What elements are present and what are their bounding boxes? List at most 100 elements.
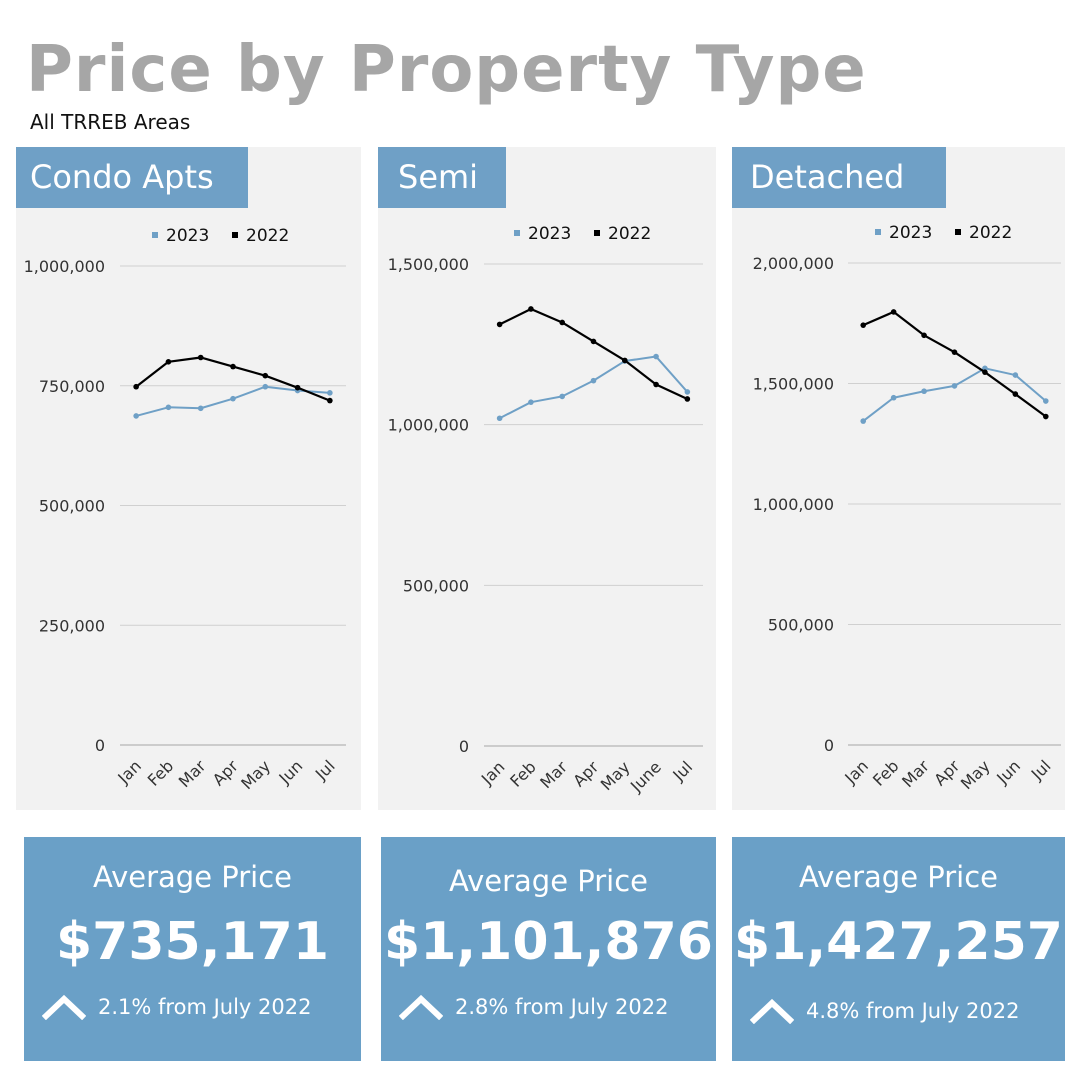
semi-panel: Semi 0 500,000 1,000,000 1,500,000 Jan Feb Mar… xyxy=(378,147,716,810)
condo-apts-panel: Condo Apts 0 250,000 500,000 750,000 1,000,0… xyxy=(16,147,361,810)
y-tick-label: 1,000,000 xyxy=(753,495,834,514)
condo-apts-chart: 0 250,000 500,000 750,000 1,000,000 JanFebMar… xyxy=(24,226,346,793)
data-point-2022 xyxy=(165,359,172,365)
data-point-2022 xyxy=(860,322,867,328)
page-title: Price by Property Type xyxy=(26,33,867,107)
x-tick-label: June xyxy=(626,757,665,796)
x-tick-label: Apr xyxy=(569,757,602,790)
data-point-2022 xyxy=(133,383,139,390)
price-change-text: 4.8% from July 2022 xyxy=(806,999,1020,1023)
data-point-2023 xyxy=(921,388,927,395)
data-point-2023 xyxy=(496,415,503,422)
y-tick-label: 0 xyxy=(459,737,469,756)
data-point-2022 xyxy=(590,338,597,345)
series-line-2023 xyxy=(862,367,1047,422)
price-change-text: 2.1% from July 2022 xyxy=(98,995,312,1019)
data-point-2023 xyxy=(890,394,897,401)
legend-marker xyxy=(152,232,158,238)
price-change: 2.8% from July 2022 xyxy=(399,987,716,1027)
data-point-2022 xyxy=(559,319,566,326)
y-tick-label: 1,000,000 xyxy=(24,257,105,276)
price-change-text: 2.8% from July 2022 xyxy=(455,995,669,1019)
data-point-2022 xyxy=(982,369,988,375)
condo-apts-tab: Condo Apts xyxy=(16,147,248,208)
data-point-2023 xyxy=(982,365,988,372)
x-tick-label: Mar xyxy=(898,756,933,791)
average-price-label: Average Price xyxy=(448,864,649,898)
legend-label: 2022 xyxy=(969,223,1012,243)
legend-marker xyxy=(955,229,961,235)
semi-tab: Semi xyxy=(378,147,506,208)
detached-average-card: Average Price $1,427,257 4.8% from July … xyxy=(732,837,1065,1061)
data-point-2022 xyxy=(951,349,958,355)
data-point-2023 xyxy=(327,390,333,396)
data-point-2022 xyxy=(528,306,534,312)
data-point-2022 xyxy=(1042,413,1049,420)
x-tick-label: Mar xyxy=(175,756,210,791)
average-price-value: $1,101,876 xyxy=(384,912,713,972)
y-tick-label: 1,000,000 xyxy=(388,416,469,435)
average-price-value: $735,171 xyxy=(55,912,330,972)
x-tick-label: Feb xyxy=(144,756,177,789)
data-point-2022 xyxy=(230,363,236,370)
y-tick-label: 500,000 xyxy=(768,616,834,635)
data-point-2023 xyxy=(197,405,204,412)
data-point-2022 xyxy=(1012,391,1019,397)
x-tick-label: Mar xyxy=(536,757,571,792)
legend-label: 2022 xyxy=(608,224,651,244)
data-point-2023 xyxy=(951,383,958,389)
data-point-2023 xyxy=(684,389,691,395)
y-tick-label: 500,000 xyxy=(39,497,105,516)
x-tick-label: Jul xyxy=(1027,756,1055,784)
data-point-2023 xyxy=(230,395,236,402)
x-tick-label: Jul xyxy=(311,756,339,784)
y-tick-label: 500,000 xyxy=(403,576,469,595)
data-point-2022 xyxy=(294,384,301,391)
x-tick-label: Feb xyxy=(506,757,539,790)
detached-panel: Detached 0 500,000 1,000,000 1,500,000 2,000… xyxy=(732,147,1065,810)
data-point-2023 xyxy=(1012,372,1019,378)
x-tick-label: Jan xyxy=(840,756,872,788)
x-tick-label: May xyxy=(597,757,634,794)
price-change: 2.1% from July 2022 xyxy=(42,987,361,1027)
x-tick-label: Feb xyxy=(869,756,902,789)
semi-chart: 0 500,000 1,000,000 1,500,000 JanFebMarAprMa… xyxy=(388,224,703,796)
data-point-2022 xyxy=(621,357,628,364)
y-tick-label: 1,500,000 xyxy=(388,255,469,274)
legend-label: 2023 xyxy=(166,226,209,246)
data-point-2023 xyxy=(165,404,172,411)
data-point-2023 xyxy=(860,418,867,424)
series-line-2023 xyxy=(499,355,689,420)
legend-marker xyxy=(232,232,238,238)
y-tick-label: 250,000 xyxy=(39,616,105,635)
data-point-2022 xyxy=(684,396,691,402)
data-point-2023 xyxy=(590,377,597,384)
legend-label: 2023 xyxy=(528,224,571,244)
price-change: 4.8% from July 2022 xyxy=(750,991,1065,1031)
y-tick-label: 0 xyxy=(95,736,105,755)
x-tick-label: Jan xyxy=(113,756,145,788)
legend-label: 2023 xyxy=(889,223,932,243)
data-point-2022 xyxy=(653,381,659,388)
average-price-label: Average Price xyxy=(92,860,293,894)
average-price-label: Average Price xyxy=(798,860,999,894)
y-tick-label: 750,000 xyxy=(39,377,105,396)
condo-apts-average-card: Average Price $735,171 2.1% from July 20… xyxy=(24,837,361,1061)
data-point-2022 xyxy=(197,354,204,361)
chevron-up-icon xyxy=(399,994,443,1020)
x-tick-label: Jul xyxy=(668,757,696,785)
legend-marker xyxy=(514,230,520,236)
y-tick-label: 1,500,000 xyxy=(753,375,834,394)
x-tick-label: Jun xyxy=(275,756,307,788)
legend-marker xyxy=(875,229,881,235)
x-tick-label: May xyxy=(237,756,274,793)
data-point-2022 xyxy=(496,321,503,328)
legend-label: 2022 xyxy=(246,226,289,246)
data-point-2023 xyxy=(528,399,534,405)
data-point-2023 xyxy=(133,413,139,419)
series-line-2022 xyxy=(499,307,688,400)
y-tick-label: 2,000,000 xyxy=(753,254,834,273)
page-subtitle: All TRREB Areas xyxy=(30,110,191,134)
data-point-2023 xyxy=(262,383,269,390)
x-tick-label: Jun xyxy=(992,756,1024,788)
